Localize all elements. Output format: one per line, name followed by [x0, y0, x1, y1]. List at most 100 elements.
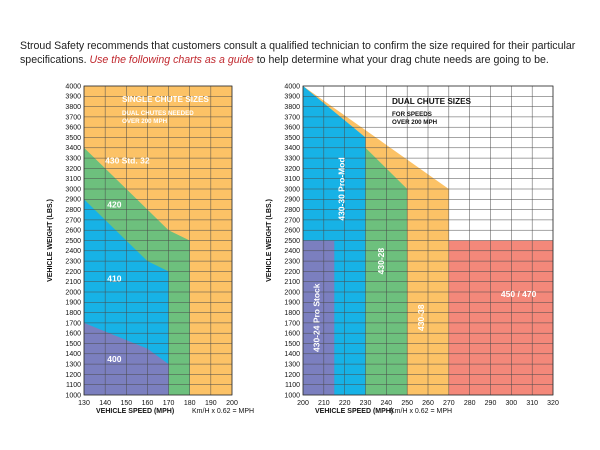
y-tick-label: 2400: [284, 248, 300, 255]
x-tick-label: 200: [226, 400, 238, 407]
y-tick-label: 1900: [284, 300, 300, 307]
y-tick-label: 1100: [285, 382, 300, 389]
y-tick-label: 3500: [65, 135, 81, 142]
y-tick-label: 1300: [65, 362, 81, 369]
y-tick-label: 2000: [65, 289, 81, 296]
y-tick-label: 2200: [65, 269, 81, 276]
single-chute-chart: 1000 1100 1200 1300 1400 1500 1600 1700 1800 1900…: [47, 83, 254, 415]
x-tick-label: 140: [99, 400, 111, 407]
y-tick-label: 2600: [284, 228, 300, 235]
y-tick-label: 3700: [284, 114, 300, 121]
y-tick-label: 2800: [284, 207, 300, 214]
intro-paragraph: Stroud Safety recommends that customers …: [20, 40, 590, 67]
region-label-430-24-pro-stock: 430-24 Pro Stock: [312, 283, 322, 352]
y-tick-label: 3300: [284, 156, 300, 163]
y-tick-label: 3300: [65, 156, 81, 163]
x-tick-label: 250: [401, 400, 413, 407]
y-tick-label: 3900: [65, 94, 81, 101]
y-tick-label: 1900: [65, 300, 81, 307]
x-tick-label: 200: [297, 400, 309, 407]
y-tick-label: 1200: [65, 372, 81, 379]
y-tick-label: 2900: [284, 197, 300, 204]
y-tick-label: 1800: [65, 310, 81, 317]
dual-chute-chart: 1000 1100 1200 1300 1400 1500 1600 1700 1800 1900…: [266, 83, 559, 415]
y-tick-label: 2300: [284, 259, 300, 266]
x-axis-title: VEHICLE SPEED (MPH): [315, 408, 393, 415]
x-axis-note: Km/H x 0.62 = MPH: [390, 408, 452, 415]
y-tick-label: 2000: [284, 289, 300, 296]
region-label-420: 420: [107, 200, 121, 210]
y-tick-label: 3800: [284, 104, 300, 111]
region-430-24-pro-stock: [303, 240, 335, 395]
y-tick-label: 2700: [65, 217, 81, 224]
y-tick-label: 1400: [284, 351, 300, 358]
region-label-430-28: 430-28: [376, 248, 386, 275]
y-tick-label: 3100: [65, 176, 81, 183]
y-tick-label: 2500: [65, 238, 81, 245]
y-tick-label: 3600: [284, 125, 300, 132]
x-axis-note: Km/H x 0.62 = MPH: [192, 408, 254, 415]
x-tick-label: 240: [380, 400, 392, 407]
y-tick-label: 3100: [284, 176, 300, 183]
y-axis-title: VEHICLE WEIGHT (LBS.): [47, 199, 54, 282]
y-tick-label: 1000: [65, 392, 81, 399]
x-tick-label: 160: [142, 400, 154, 407]
plot-frame: [83, 85, 233, 396]
y-tick-label: 2100: [284, 279, 300, 286]
x-tick-label: 210: [318, 400, 330, 407]
intro-text-after: to help determine what your drag chute n…: [253, 53, 549, 66]
y-tick-label: 1000: [284, 392, 300, 399]
x-tick-label: 290: [485, 400, 497, 407]
y-tick-label: 2900: [65, 197, 81, 204]
region-label-450-470: 450 / 470: [501, 289, 537, 299]
y-tick-label: 2600: [65, 228, 81, 235]
y-tick-label: 3500: [284, 135, 300, 142]
y-tick-label: 1600: [284, 331, 300, 338]
x-tick-label: 300: [505, 400, 517, 407]
region-450-470: [448, 240, 553, 395]
y-tick-label: 2400: [65, 248, 81, 255]
y-tick-label: 3700: [65, 114, 81, 121]
y-tick-label: 2800: [65, 207, 81, 214]
region-label-430-38: 430-38: [416, 304, 426, 331]
y-tick-label: 1200: [284, 372, 300, 379]
y-tick-label: 2500: [284, 238, 300, 245]
x-tick-label: 320: [547, 400, 559, 407]
x-tick-label: 180: [184, 400, 196, 407]
y-tick-label: 2200: [284, 269, 300, 276]
x-tick-label: 280: [464, 400, 476, 407]
y-tick-label: 3400: [284, 145, 300, 152]
region-label-400: 400: [107, 354, 121, 364]
y-tick-label: 3200: [65, 166, 81, 173]
x-tick-label: 170: [163, 400, 175, 407]
y-tick-label: 4000: [65, 83, 81, 90]
y-tick-label: 3900: [284, 94, 300, 101]
y-tick-label: 1300: [284, 362, 300, 369]
y-tick-label: 1500: [284, 341, 300, 348]
intro-highlight: Use the following charts as a guide: [89, 53, 254, 66]
y-tick-label: 3000: [65, 186, 81, 193]
intro-text-before: Stroud Safety recommends that customers …: [20, 40, 576, 66]
region-label-410: 410: [107, 274, 121, 284]
chart-subtitle: FOR SPEEDS OVER 200 MPH: [392, 111, 438, 126]
x-tick-label: 220: [339, 400, 351, 407]
y-tick-label: 3600: [65, 125, 81, 132]
y-tick-label: 3800: [65, 104, 81, 111]
x-tick-label: 150: [120, 400, 132, 407]
region-label-430-30-pro-mod: 430-30 Pro-Mod: [337, 157, 347, 220]
x-tick-label: 190: [205, 400, 217, 407]
x-axis-title: VEHICLE SPEED (MPH): [96, 408, 174, 415]
y-tick-label: 2300: [65, 259, 81, 266]
y-tick-label: 1700: [65, 320, 81, 327]
y-tick-label: 2100: [65, 279, 81, 286]
x-tick-label: 260: [422, 400, 434, 407]
x-tick-label: 270: [443, 400, 455, 407]
y-tick-label: 3400: [65, 145, 81, 152]
y-tick-label: 3000: [284, 186, 300, 193]
y-tick-label: 1700: [284, 320, 300, 327]
y-tick-label: 1600: [65, 331, 81, 338]
y-tick-label: 2700: [284, 217, 300, 224]
chart-title: SINGLE CHUTE SIZES: [122, 95, 209, 104]
chart-subtitle: DUAL CHUTES NEEDED OVER 200 MPH: [122, 110, 194, 125]
y-tick-label: 1800: [284, 310, 300, 317]
